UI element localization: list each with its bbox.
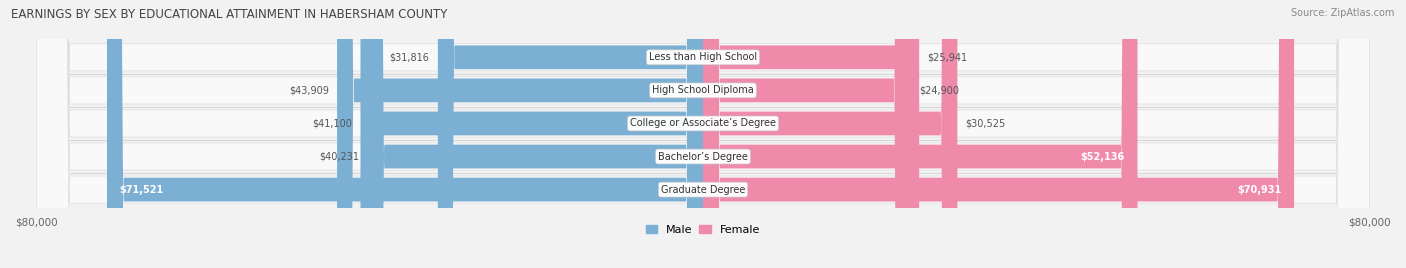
Legend: Male, Female: Male, Female xyxy=(641,220,765,239)
Text: $24,900: $24,900 xyxy=(920,85,959,95)
Text: $40,231: $40,231 xyxy=(319,151,360,162)
FancyBboxPatch shape xyxy=(37,0,1369,268)
FancyBboxPatch shape xyxy=(703,0,920,268)
Text: College or Associate’s Degree: College or Associate’s Degree xyxy=(630,118,776,128)
Text: $43,909: $43,909 xyxy=(288,85,329,95)
Text: $31,816: $31,816 xyxy=(389,52,429,62)
Text: Source: ZipAtlas.com: Source: ZipAtlas.com xyxy=(1291,8,1395,18)
FancyBboxPatch shape xyxy=(703,0,1294,268)
FancyBboxPatch shape xyxy=(337,0,703,268)
Text: Graduate Degree: Graduate Degree xyxy=(661,185,745,195)
Text: $25,941: $25,941 xyxy=(928,52,967,62)
FancyBboxPatch shape xyxy=(703,0,957,268)
Text: High School Diploma: High School Diploma xyxy=(652,85,754,95)
Text: $71,521: $71,521 xyxy=(120,185,163,195)
Text: Bachelor’s Degree: Bachelor’s Degree xyxy=(658,151,748,162)
Text: $70,931: $70,931 xyxy=(1237,185,1282,195)
FancyBboxPatch shape xyxy=(107,0,703,268)
FancyBboxPatch shape xyxy=(368,0,703,268)
FancyBboxPatch shape xyxy=(703,0,1137,268)
Text: $30,525: $30,525 xyxy=(966,118,1005,128)
Text: EARNINGS BY SEX BY EDUCATIONAL ATTAINMENT IN HABERSHAM COUNTY: EARNINGS BY SEX BY EDUCATIONAL ATTAINMEN… xyxy=(11,8,447,21)
FancyBboxPatch shape xyxy=(37,0,1369,268)
FancyBboxPatch shape xyxy=(703,0,911,268)
Text: $41,100: $41,100 xyxy=(312,118,352,128)
Text: $52,136: $52,136 xyxy=(1081,151,1125,162)
FancyBboxPatch shape xyxy=(37,0,1369,268)
FancyBboxPatch shape xyxy=(37,0,1369,268)
FancyBboxPatch shape xyxy=(37,0,1369,268)
FancyBboxPatch shape xyxy=(360,0,703,268)
FancyBboxPatch shape xyxy=(437,0,703,268)
Text: Less than High School: Less than High School xyxy=(650,52,756,62)
